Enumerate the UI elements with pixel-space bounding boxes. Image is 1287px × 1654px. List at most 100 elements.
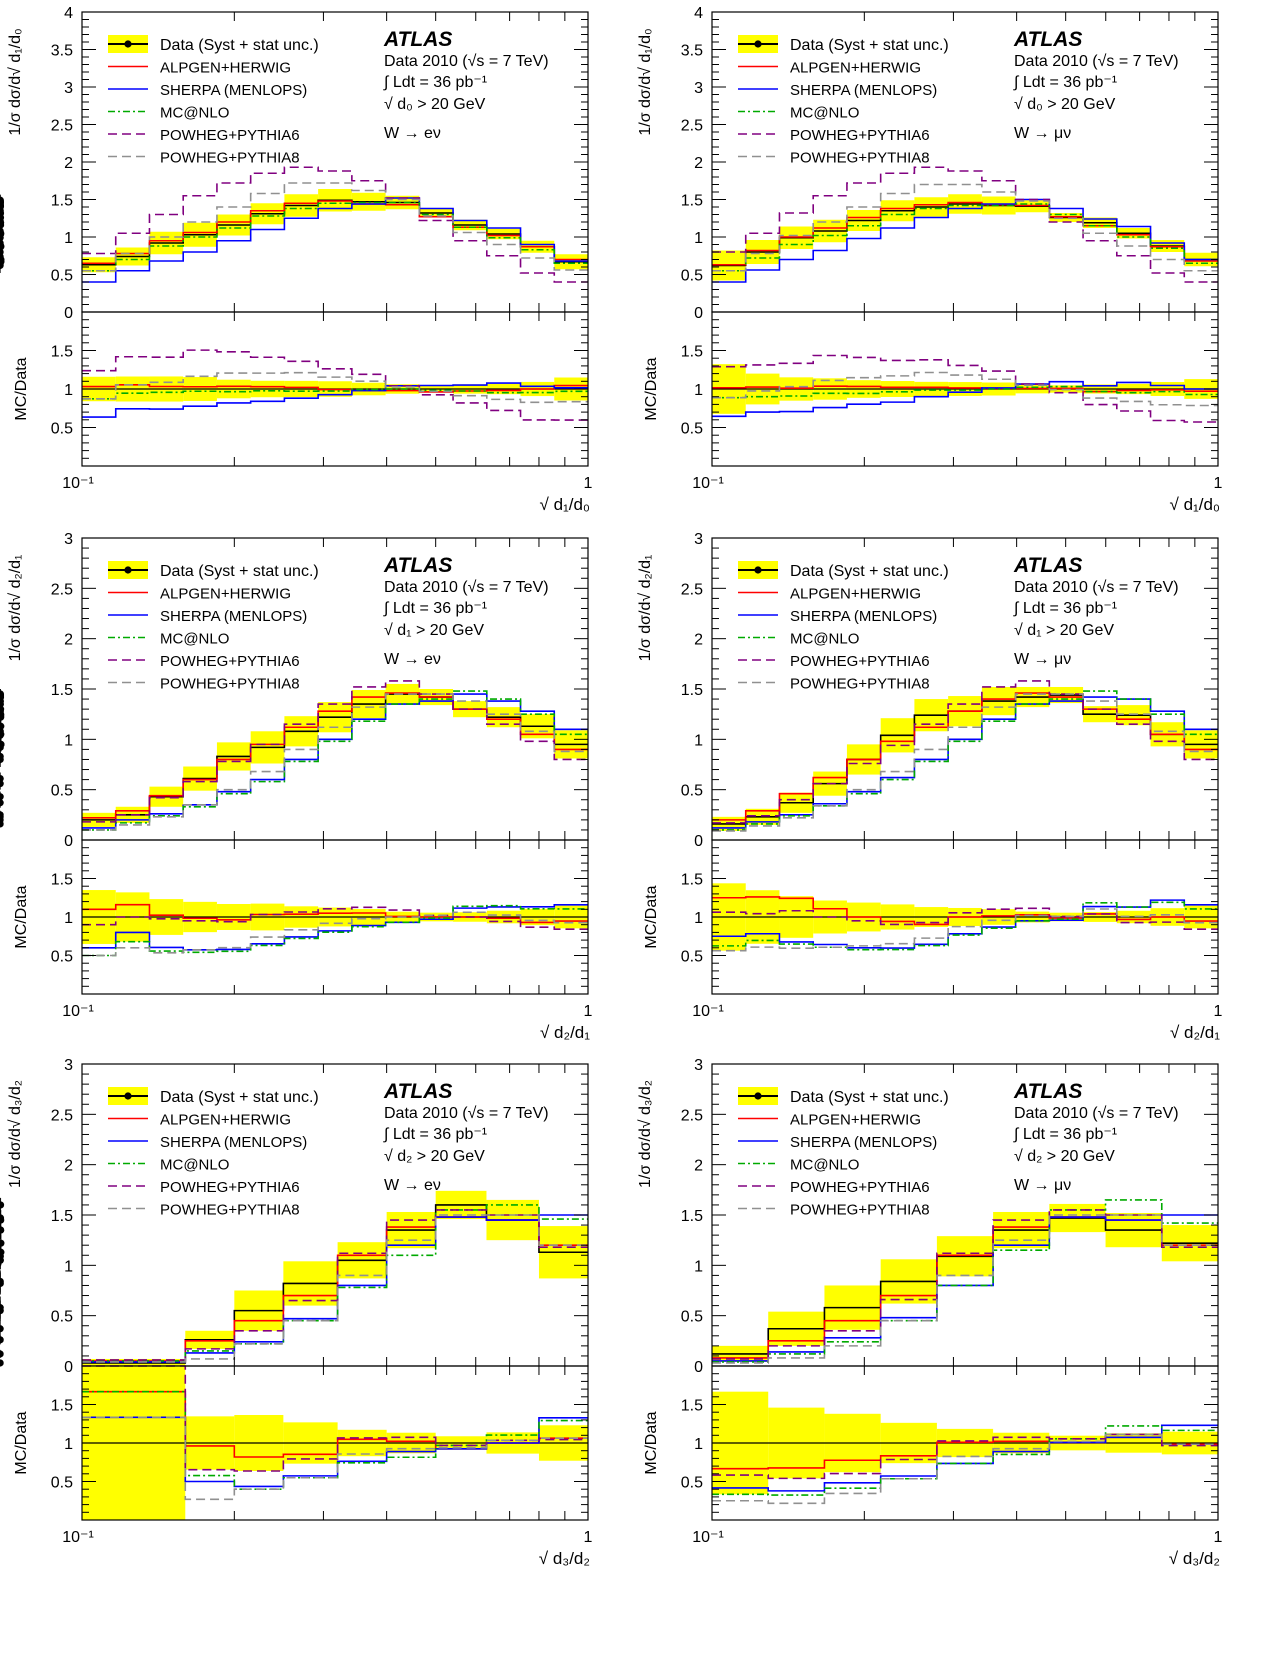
x-tick-label: 10⁻¹ bbox=[62, 1003, 94, 1020]
legend-label-pw6: POWHEG+PYTHIA6 bbox=[790, 1179, 930, 1196]
ratio-pad: 0.5 1 1.5 MC/Data 10⁻¹ 1 √ d₃/d₂ bbox=[643, 1365, 1223, 1568]
y-tick-label: 1 bbox=[694, 1258, 703, 1275]
y-tick-label: 0.5 bbox=[51, 783, 73, 800]
y-tick-label: 2.5 bbox=[681, 1107, 703, 1124]
ratio-line-alpgen bbox=[82, 384, 588, 393]
mc-line-alpgen bbox=[712, 201, 1218, 266]
y-tick-label: 3 bbox=[64, 80, 73, 97]
legend-label-pw8: POWHEG+PYTHIA8 bbox=[160, 1202, 300, 1219]
mc-line-pw6 bbox=[82, 680, 588, 823]
y-tick-label: 0.5 bbox=[51, 1309, 73, 1326]
legend-label-pw6: POWHEG+PYTHIA6 bbox=[160, 1179, 300, 1196]
mc-line-pw8 bbox=[712, 1214, 1218, 1364]
data-point bbox=[0, 1214, 5, 1222]
data-point bbox=[0, 202, 5, 210]
ratio-y-tick-label: 1 bbox=[694, 1436, 703, 1453]
ratio-pad: 0.5 1 1.5 MC/Data 10⁻¹ 1 √ d₃/d₂ bbox=[13, 1365, 593, 1568]
ratio-line-pw8 bbox=[712, 371, 1218, 407]
ratio-line-mcnlo bbox=[712, 1425, 1218, 1496]
legend-label-mcnlo: MC@NLO bbox=[160, 105, 229, 122]
ratio-y-axis-label: MC/Data bbox=[13, 1411, 30, 1474]
ratio-line-mcnlo bbox=[712, 385, 1218, 399]
x-tick-label: 10⁻¹ bbox=[692, 475, 724, 492]
mc-line-alpgen bbox=[82, 200, 588, 265]
x-axis-label: √ d₁/d₀ bbox=[540, 495, 590, 514]
mc-line-mcnlo bbox=[82, 1204, 588, 1362]
mc-line-pw8 bbox=[712, 693, 1218, 832]
main-pad: 0 0.5 1 1.5 2 2.5 3 Data (Syst + stat unc.) ALPG… bbox=[0, 1057, 1219, 1376]
atlas-label: ATLAS bbox=[1013, 28, 1082, 51]
x-axis-label: √ d₁/d₀ bbox=[1170, 495, 1220, 514]
ratio-y-tick-label: 1 bbox=[694, 910, 703, 927]
y-tick-label: 2.5 bbox=[51, 1107, 73, 1124]
data-histogram bbox=[712, 1217, 1218, 1355]
mc-line-pw8 bbox=[712, 183, 1218, 272]
lumi-label: ∫ Ldt = 36 pb⁻¹ bbox=[1013, 74, 1117, 91]
y-tick-label: 1 bbox=[64, 1258, 73, 1275]
channel-label: W → μν bbox=[1014, 1177, 1071, 1194]
mc-line-alpgen bbox=[82, 692, 588, 819]
legend-label-pw6: POWHEG+PYTHIA6 bbox=[790, 127, 930, 144]
legend-label-data: Data (Syst + stat unc.) bbox=[160, 1089, 319, 1106]
y-tick-label: 2.5 bbox=[681, 118, 703, 135]
dataset-label: Data 2010 (√s = 7 TeV) bbox=[384, 53, 549, 70]
data-point bbox=[0, 248, 4, 256]
x-tick-label: 1 bbox=[584, 1529, 593, 1546]
legend-label-alpgen: ALPGEN+HERWIG bbox=[160, 1112, 291, 1129]
legend-data-marker bbox=[124, 566, 132, 574]
y-tick-label: 1.5 bbox=[681, 193, 703, 210]
mc-line-mcnlo bbox=[712, 690, 1218, 831]
channel-label: W → eν bbox=[384, 1177, 441, 1194]
legend-label-pw6: POWHEG+PYTHIA6 bbox=[160, 127, 300, 144]
legend-label-mcnlo: MC@NLO bbox=[160, 1157, 229, 1174]
mc-line-pw6 bbox=[712, 680, 1218, 824]
legend-data-marker bbox=[124, 40, 132, 48]
ratio-line-mcnlo bbox=[82, 388, 588, 400]
data-point bbox=[0, 1304, 4, 1312]
legend-label-data: Data (Syst + stat unc.) bbox=[160, 37, 319, 54]
y-axis-label: 1/σ dσ/d√ d₂/d₁ bbox=[637, 555, 654, 662]
x-axis-label: √ d₂/d₁ bbox=[1170, 1023, 1220, 1042]
cut-label: √ d₂ > 20 GeV bbox=[384, 1148, 485, 1165]
cut-label: √ d₀ > 20 GeV bbox=[384, 96, 486, 113]
atlas-label: ATLAS bbox=[383, 28, 452, 51]
dataset-label: Data 2010 (√s = 7 TeV) bbox=[1014, 1105, 1179, 1122]
legend-label-sherpa: SHERPA (MENLOPS) bbox=[790, 82, 937, 99]
dataset-label: Data 2010 (√s = 7 TeV) bbox=[1014, 53, 1179, 70]
y-tick-label: 2 bbox=[694, 155, 703, 172]
y-tick-label: 3 bbox=[64, 531, 73, 548]
legend-label-sherpa: SHERPA (MENLOPS) bbox=[160, 1134, 307, 1151]
channel-label: W → μν bbox=[1014, 651, 1071, 668]
data-point bbox=[0, 691, 5, 699]
mc-line-alpgen bbox=[712, 692, 1218, 821]
legend-label-pw6: POWHEG+PYTHIA6 bbox=[790, 653, 930, 670]
legend-label-sherpa: SHERPA (MENLOPS) bbox=[790, 1134, 937, 1151]
x-tick-label: 10⁻¹ bbox=[692, 1529, 724, 1546]
y-axis-label: 1/σ dσ/d√ d₃/d₂ bbox=[7, 1080, 24, 1188]
channel-label: W → eν bbox=[384, 651, 441, 668]
atlas-label: ATLAS bbox=[1013, 554, 1082, 577]
chart-panel-3: 0 0.5 1 1.5 2 2.5 3 Data (Syst + stat unc.) ALPG… bbox=[0, 531, 593, 1042]
cut-label: √ d₀ > 20 GeV bbox=[1014, 96, 1116, 113]
legend-label-mcnlo: MC@NLO bbox=[790, 1157, 859, 1174]
ratio-pad: 0.5 1 1.5 MC/Data 10⁻¹ 1 √ d₁/d₀ bbox=[13, 311, 593, 514]
legend-label-mcnlo: MC@NLO bbox=[790, 105, 859, 122]
mc-line-pw6 bbox=[712, 1209, 1218, 1360]
ratio-line-pw8 bbox=[82, 1416, 588, 1501]
main-pad: 0 0.5 1 1.5 2 2.5 3 Data (Syst + stat unc.) ALPG… bbox=[0, 531, 1219, 850]
main-pad: 0 0.5 1 1.5 2 2.5 3 3.5 4 Data (Syst + stat unc.)… bbox=[0, 5, 1219, 322]
y-tick-label: 3 bbox=[694, 531, 703, 548]
cut-label: √ d₁ > 20 GeV bbox=[1014, 622, 1114, 639]
y-tick-label: 2.5 bbox=[51, 581, 73, 598]
legend-data-marker bbox=[754, 40, 762, 48]
legend-label-alpgen: ALPGEN+HERWIG bbox=[790, 60, 921, 77]
data-point bbox=[0, 1350, 4, 1358]
ratio-line-pw6 bbox=[82, 349, 588, 421]
ratio-y-tick-label: 1.5 bbox=[51, 872, 73, 889]
legend-label-pw8: POWHEG+PYTHIA8 bbox=[790, 676, 930, 693]
y-tick-label: 0 bbox=[64, 305, 73, 322]
ratio-line-pw6 bbox=[82, 906, 588, 930]
dataset-label: Data 2010 (√s = 7 TeV) bbox=[384, 579, 549, 596]
data-point bbox=[0, 261, 4, 270]
y-tick-label: 1 bbox=[694, 732, 703, 749]
